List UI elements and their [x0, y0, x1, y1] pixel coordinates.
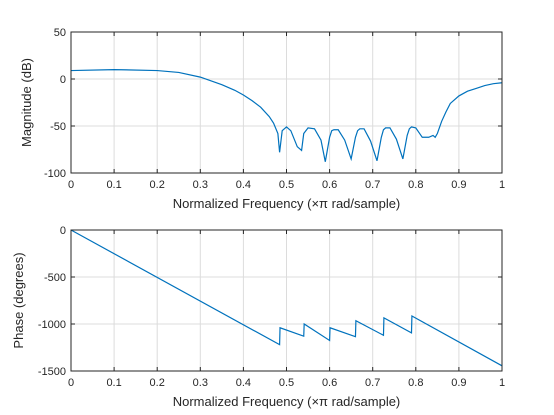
phase-x-tick-label: 0.8: [408, 377, 423, 389]
magnitude-x-tick-label: 0.5: [279, 179, 294, 191]
magnitude-x-tick-label: 0.1: [106, 179, 121, 191]
phase-x-tick-label: 1: [499, 377, 505, 389]
magnitude-x-tick-label: 0: [68, 179, 74, 191]
magnitude-y-tick-label: -100: [44, 168, 66, 180]
magnitude-x-tick-label: 0.3: [193, 179, 208, 191]
phase-x-tick-label: 0.9: [451, 377, 466, 389]
magnitude-y-tick-label: -50: [50, 121, 66, 133]
phase-plot: 0 0.1 0.2 0.3 0.4 0.5 0.6 0.7 0.8 0.9 1 0 -500 -1000 -…: [11, 225, 505, 409]
phase-x-tick-label: 0.5: [279, 377, 294, 389]
phase-x-tick-label: 0.7: [365, 377, 380, 389]
phase-x-tick-label: 0.6: [322, 377, 337, 389]
magnitude-plot: 0 0.1 0.2 0.3 0.4 0.5 0.6 0.7 0.8 0.9 1 50 0 -50 -100 N…: [19, 27, 505, 211]
magnitude-y-tick-label: 50: [54, 27, 66, 39]
magnitude-response-line: [70, 68, 503, 162]
magnitude-x-tick-label: 0.9: [451, 179, 466, 191]
magnitude-y-axis-label: Magnitude (dB): [19, 58, 34, 147]
magnitude-x-tick-label: 0.7: [365, 179, 380, 191]
phase-x-tick-label: 0.4: [236, 377, 251, 389]
phase-y-tick-label: -1000: [38, 319, 66, 331]
magnitude-x-tick-label: 0.8: [408, 179, 423, 191]
magnitude-x-axis-label: Normalized Frequency (×π rad/sample): [173, 196, 401, 211]
phase-y-tick-label: -1500: [38, 366, 66, 378]
magnitude-x-tick-label: 0.6: [322, 179, 337, 191]
magnitude-x-tick-label: 1: [499, 179, 505, 191]
phase-y-tick-label: 0: [60, 225, 66, 237]
phase-y-tick-label: -500: [44, 272, 66, 284]
phase-x-axis-label: Normalized Frequency (×π rad/sample): [173, 394, 401, 409]
phase-x-tick-label: 0.3: [193, 377, 208, 389]
magnitude-x-tick-label: 0.2: [150, 179, 165, 191]
phase-response-line: [70, 229, 503, 367]
phase-x-tick-label: 0: [68, 377, 74, 389]
magnitude-y-tick-label: 0: [60, 74, 66, 86]
magnitude-x-tick-label: 0.4: [236, 179, 251, 191]
phase-x-tick-label: 0.1: [106, 377, 121, 389]
phase-x-tick-label: 0.2: [150, 377, 165, 389]
phase-y-axis-label: Phase (degrees): [11, 252, 26, 348]
